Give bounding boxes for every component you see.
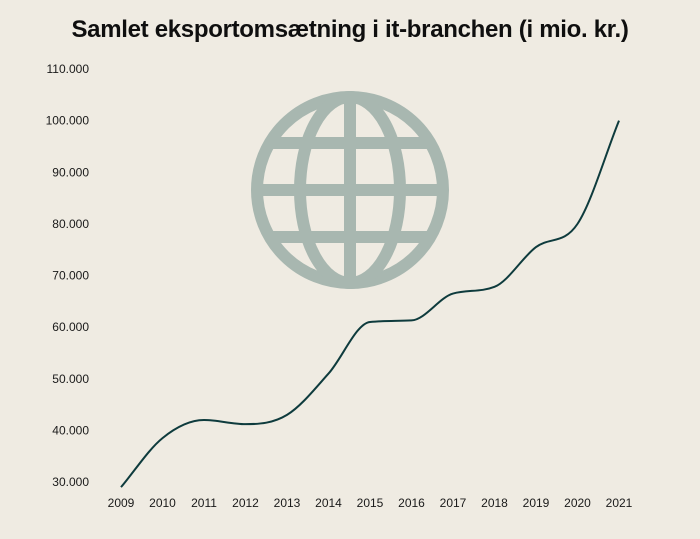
data-point <box>286 414 288 416</box>
x-tick-label: 2018 <box>481 496 508 510</box>
y-tick-label: 60.000 <box>52 320 89 334</box>
series-line <box>120 120 620 488</box>
x-tick-label: 2014 <box>315 496 342 510</box>
data-point <box>369 321 371 323</box>
x-tick-label: 2015 <box>357 496 384 510</box>
x-tick-label: 2021 <box>606 496 633 510</box>
y-tick-label: 30.000 <box>52 475 89 489</box>
x-axis: 2009 2010 2011 2012 2013 2014 2015 2016 2017 2018… <box>108 496 633 510</box>
data-point <box>618 120 620 122</box>
y-tick-label: 40.000 <box>52 423 89 437</box>
data-point <box>203 419 205 421</box>
x-tick-label: 2016 <box>398 496 425 510</box>
x-tick-label: 2012 <box>232 496 259 510</box>
x-tick-label: 2011 <box>191 496 217 510</box>
y-tick-label: 90.000 <box>52 165 89 179</box>
y-tick-label: 80.000 <box>52 217 89 231</box>
x-tick-label: 2019 <box>523 496 550 510</box>
chart-title: Samlet eksportomsætning i it-branchen (i… <box>71 16 629 43</box>
y-tick-label: 100.000 <box>46 114 90 128</box>
data-point <box>411 319 413 321</box>
x-tick-label: 2009 <box>108 496 135 510</box>
data-point <box>535 246 537 248</box>
globe-icon <box>251 91 449 289</box>
data-point <box>245 423 247 425</box>
data-point <box>577 223 579 225</box>
data-point <box>328 373 330 375</box>
y-tick-label: 70.000 <box>52 269 89 283</box>
x-tick-label: 2020 <box>564 496 591 510</box>
y-tick-label: 110.000 <box>47 62 90 76</box>
data-point <box>162 437 164 439</box>
x-tick-label: 2017 <box>440 496 467 510</box>
y-axis: 30.000 40.000 50.000 60.000 70.000 80.000 90.0… <box>46 62 90 489</box>
series-group <box>120 120 620 488</box>
x-tick-label: 2013 <box>274 496 301 510</box>
y-tick-label: 50.000 <box>52 372 89 386</box>
x-tick-label: 2010 <box>149 496 176 510</box>
data-point <box>120 486 122 488</box>
data-point <box>494 286 496 288</box>
data-point <box>452 293 454 295</box>
